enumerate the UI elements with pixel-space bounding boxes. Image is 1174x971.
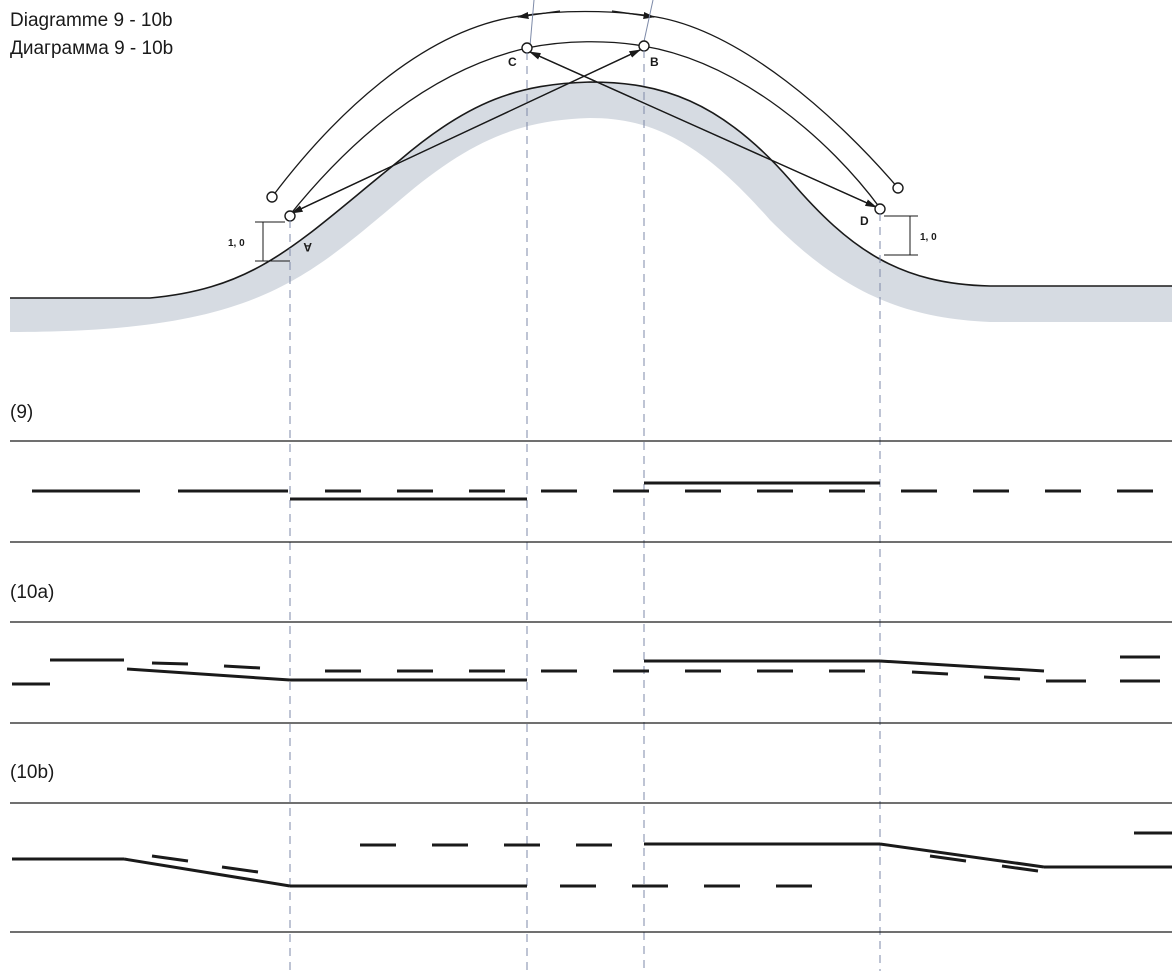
observer-points	[266, 40, 904, 222]
point-d-label: D	[860, 214, 869, 228]
marking-plan-10b	[10, 802, 1172, 933]
arrow-top-left	[516, 10, 561, 19]
point-d-upper	[892, 182, 904, 194]
road-profile	[10, 81, 1172, 332]
point-c-label: C	[508, 55, 517, 69]
section-label-10a: (10a)	[10, 582, 55, 603]
arrow-top-right	[611, 10, 656, 19]
point-b-label: B	[650, 55, 659, 69]
height-dimension-right-label: 1, 0	[920, 232, 937, 243]
section-label-10b: (10b)	[10, 762, 55, 783]
road-surface-line	[10, 81, 1172, 299]
diagram-title-russian: Диаграмма 9 - 10b	[10, 38, 174, 59]
marking-plan-9	[10, 440, 1172, 543]
point-a-upper	[266, 191, 278, 203]
point-a	[284, 210, 296, 222]
section-label-9: (9)	[10, 402, 34, 423]
sight-lines	[271, 10, 899, 217]
road-shading	[10, 82, 1172, 332]
marking-plan-10a	[10, 621, 1172, 724]
height-dimension-right	[884, 215, 918, 256]
point-b	[638, 40, 650, 52]
diagram-title-french: Diagramme 9 - 10b	[10, 10, 173, 31]
point-a-label: A	[303, 240, 312, 254]
point-c	[521, 42, 533, 54]
height-dimension-left-label: 1, 0	[228, 238, 245, 249]
sight-arc-outer	[271, 10, 899, 198]
sight-line-b-to-a	[290, 49, 641, 214]
point-guides	[529, 0, 654, 47]
height-dimension-left	[255, 221, 290, 262]
sight-line-d-to-c	[528, 51, 877, 208]
sight-arc-inner	[288, 41, 881, 217]
point-d	[874, 203, 886, 215]
